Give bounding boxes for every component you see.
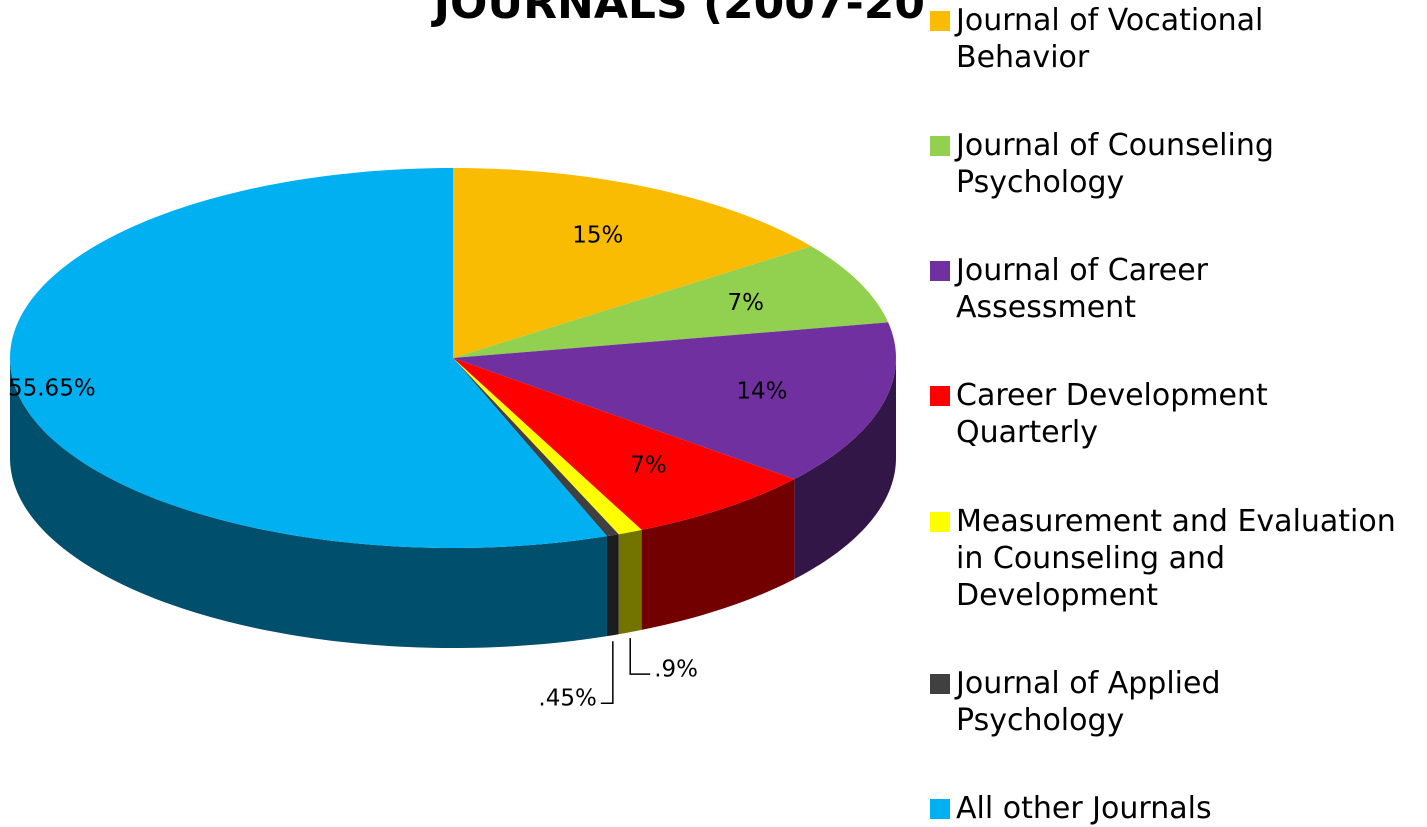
legend-item: Journal of Counseling Psychology <box>930 127 1425 201</box>
pie-slice <box>453 358 795 530</box>
legend-swatch <box>930 11 950 31</box>
pie-slice <box>453 358 619 537</box>
data-label: .45% <box>538 686 596 712</box>
legend-swatch <box>930 136 950 157</box>
pie-slice <box>453 358 642 535</box>
legend-label: Journal of Applied Psychology <box>956 665 1221 738</box>
legend: Journal of Vocational Behavior Journal of… <box>930 2 1425 827</box>
pie-slice <box>10 168 607 548</box>
legend-label: Journal of Counseling Psychology <box>956 128 1274 201</box>
legend-item: Career Development Quarterly <box>930 377 1425 451</box>
legend-item: Journal of Applied Psychology <box>930 665 1425 739</box>
legend-label: All other Journals <box>956 790 1212 826</box>
pie-side <box>641 479 795 630</box>
pie-side <box>606 534 619 637</box>
legend-item: Journal of Career Assessment <box>930 252 1425 326</box>
legend-label: Journal of Vocational Behavior <box>956 3 1264 75</box>
data-label: 7% <box>727 290 764 316</box>
data-label: 55.65% <box>8 375 96 401</box>
legend-label: Career Development Quarterly <box>956 378 1268 451</box>
legend-label: Journal of Career Assessment <box>956 253 1208 326</box>
leader-line <box>629 638 651 675</box>
leader-line <box>600 641 614 704</box>
legend-item: Journal of Vocational Behavior <box>930 2 1425 76</box>
legend-swatch <box>930 673 950 694</box>
pie-side <box>618 529 642 635</box>
chart: JOURNALS (2007-2011) 15% 7% 14% 7% .9% .45% 55… <box>8 0 930 712</box>
pie-side <box>10 358 607 648</box>
legend-swatch <box>930 511 950 532</box>
data-label: .9% <box>654 657 698 683</box>
pie-slice <box>453 168 812 358</box>
pie-side <box>794 358 896 580</box>
data-label: 7% <box>630 453 667 479</box>
pie-slice <box>453 322 896 480</box>
data-label: 15% <box>572 223 623 249</box>
legend-swatch <box>930 261 950 282</box>
legend-swatch <box>930 798 950 819</box>
pie-slice <box>453 246 889 358</box>
legend-item: Measurement and Evaluation in Counseling… <box>930 503 1425 614</box>
data-label: 14% <box>736 379 787 405</box>
chart-title: JOURNALS (2007-2011) <box>431 0 930 29</box>
legend-item: All other Journals <box>930 790 1425 827</box>
legend-swatch <box>930 386 950 407</box>
legend-label: Measurement and Evaluation in Counseling… <box>956 503 1396 613</box>
